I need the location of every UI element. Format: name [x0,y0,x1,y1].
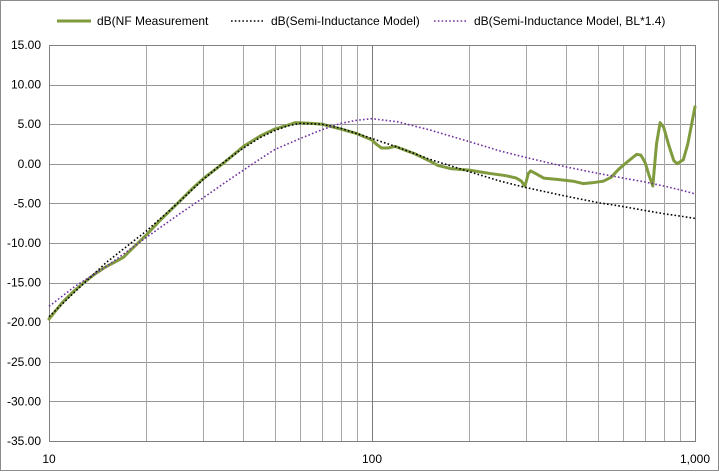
series-layer [47,105,697,321]
y-tick-label: 5.00 [18,117,42,131]
plot-area-border [49,45,696,442]
y-tick-label: -25.00 [7,355,41,369]
grid-layer [49,45,696,442]
y-tick-label: 10.00 [11,78,41,92]
y-tick-label: 0.00 [18,157,42,171]
series-line-2 [48,122,696,318]
x-tick-label: 10 [42,452,56,466]
legend-label-3: dB(Semi-Inductance Model, BL*1.4) [474,14,665,28]
legend-layer: dB(NF Measurement dB(Semi-Inductance Mode… [57,14,665,28]
y-tick-label: -5.00 [14,196,42,210]
y-tick-label: -30.00 [7,394,41,408]
x-tick-label: 1,000 [680,452,710,466]
legend-label-1: dB(NF Measurement [97,14,209,28]
legend-label-2: dB(Semi-Inductance Model) [271,14,420,28]
y-tick-label: 15.00 [11,38,41,52]
y-tick-label: -15.00 [7,276,41,290]
x-tick-label: 100 [362,452,382,466]
axis-layer: 15.00 10.00 5.00 0.00 -5.00 -10.00 -15.00 -20.0… [7,38,710,466]
y-tick-label: -10.00 [7,236,41,250]
series-line-3 [48,117,696,308]
y-tick-label: -35.00 [7,434,41,448]
y-tick-label: -20.00 [7,315,41,329]
